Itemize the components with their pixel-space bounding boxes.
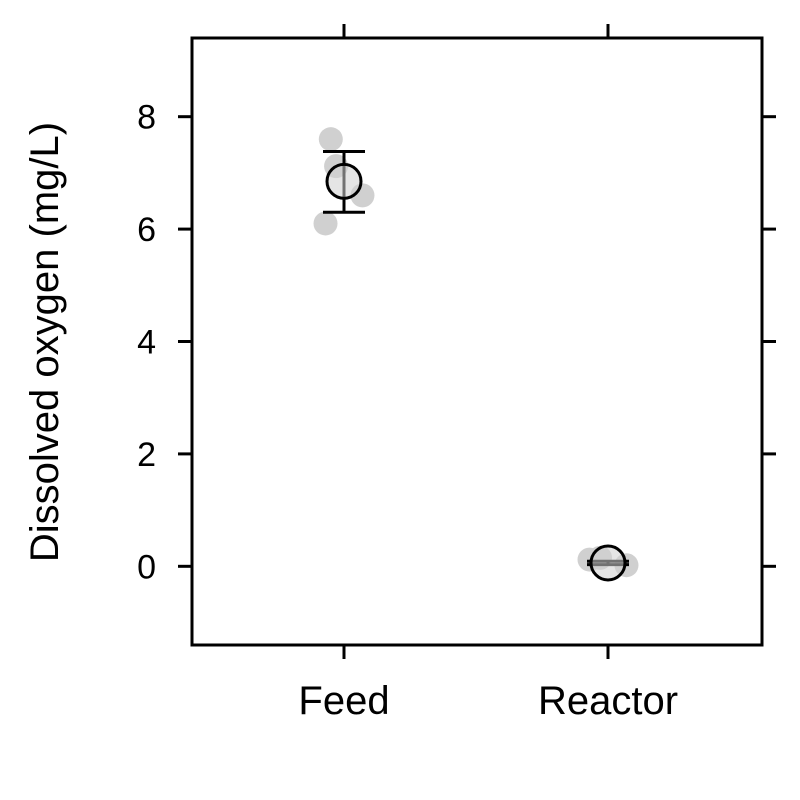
y-tick-label: 4 — [137, 324, 156, 362]
y-tick-label: 0 — [137, 548, 156, 586]
mean-marker — [589, 544, 627, 582]
mean-marker-group — [323, 150, 365, 214]
mean-marker — [325, 162, 363, 200]
x-category-label: Feed — [298, 679, 389, 723]
y-axis: 0 2 4 6 8 — [137, 99, 776, 586]
mean-marker-group — [587, 544, 629, 582]
plot-frame — [190, 36, 764, 647]
y-axis-title: Dissolved oxygen (mg/L) — [23, 122, 67, 562]
mean-error-bars — [323, 150, 629, 582]
data-point — [318, 127, 343, 152]
x-axis: Feed Reactor — [298, 24, 678, 723]
y-tick-label: 8 — [137, 99, 156, 137]
y-tick-label: 2 — [137, 436, 156, 474]
raw-points — [313, 127, 639, 578]
x-category-label: Reactor — [538, 679, 678, 723]
data-point — [313, 211, 338, 236]
y-tick-label: 6 — [137, 211, 156, 249]
